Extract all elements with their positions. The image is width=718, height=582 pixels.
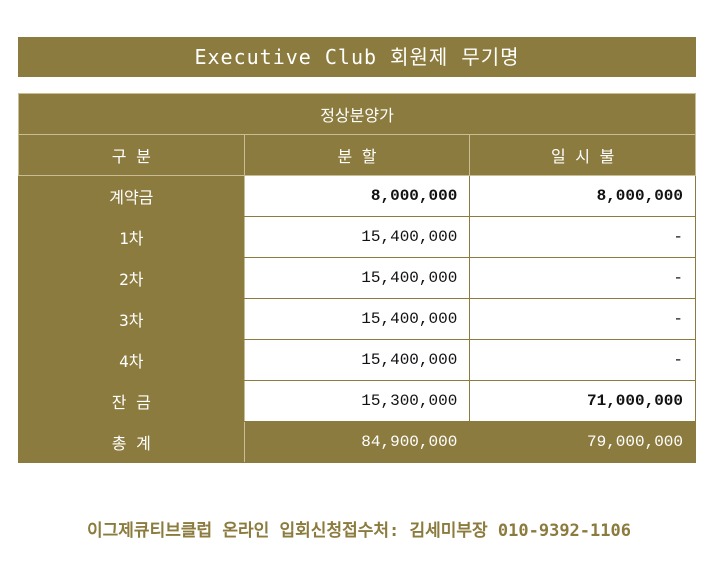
row: 1차 15,400,000 - (18, 216, 696, 258)
row-label: 2차 (18, 257, 245, 299)
caption-row: 정상분양가 (18, 93, 696, 135)
cell: 15,400,000 (243, 216, 471, 258)
header-cell: 구 분 (18, 134, 245, 176)
caption: 정상분양가 (18, 93, 696, 135)
row: 계약금 8,000,000 8,000,000 (18, 175, 696, 217)
cell: 8,000,000 (243, 175, 471, 217)
cell: - (469, 298, 696, 340)
cell: 15,400,000 (243, 257, 471, 299)
row: 3차 15,400,000 - (18, 298, 696, 340)
cell: - (469, 339, 696, 381)
row: 잔 금 15,300,000 71,000,000 (18, 380, 696, 422)
row-label: 계약금 (18, 175, 245, 217)
row-label: 4차 (18, 339, 245, 381)
cell: 15,300,000 (243, 380, 471, 422)
row-label: 3차 (18, 298, 245, 340)
row-label: 1차 (18, 216, 245, 258)
cell: 8,000,000 (469, 175, 696, 217)
row: 4차 15,400,000 - (18, 339, 696, 381)
header-row: 구 분 분 할 일 시 불 (18, 134, 696, 176)
row-label: 잔 금 (18, 380, 245, 422)
total-row: 총 계 84,900,000 79,000,000 (18, 421, 696, 463)
cell: 71,000,000 (469, 380, 696, 422)
footer: 이그제큐티브클럽 온라인 입회신청접수처: 김세미부장 010-9392-110… (87, 521, 631, 541)
cell: 79,000,000 (469, 421, 696, 463)
row-label: 총 계 (18, 421, 245, 463)
cell: 15,400,000 (243, 298, 471, 340)
header-cell: 일 시 불 (469, 134, 696, 176)
header-cell: 분 할 (243, 134, 471, 176)
title: Executive Club 회원제 무기명 (18, 37, 696, 77)
cell: - (469, 257, 696, 299)
cell: 15,400,000 (243, 339, 471, 381)
price-table: 정상분양가 구 분 분 할 일 시 불 계약금 8,000,000 8,000,… (18, 93, 696, 463)
cell: - (469, 216, 696, 258)
cell: 84,900,000 (243, 421, 471, 463)
row: 2차 15,400,000 - (18, 257, 696, 299)
